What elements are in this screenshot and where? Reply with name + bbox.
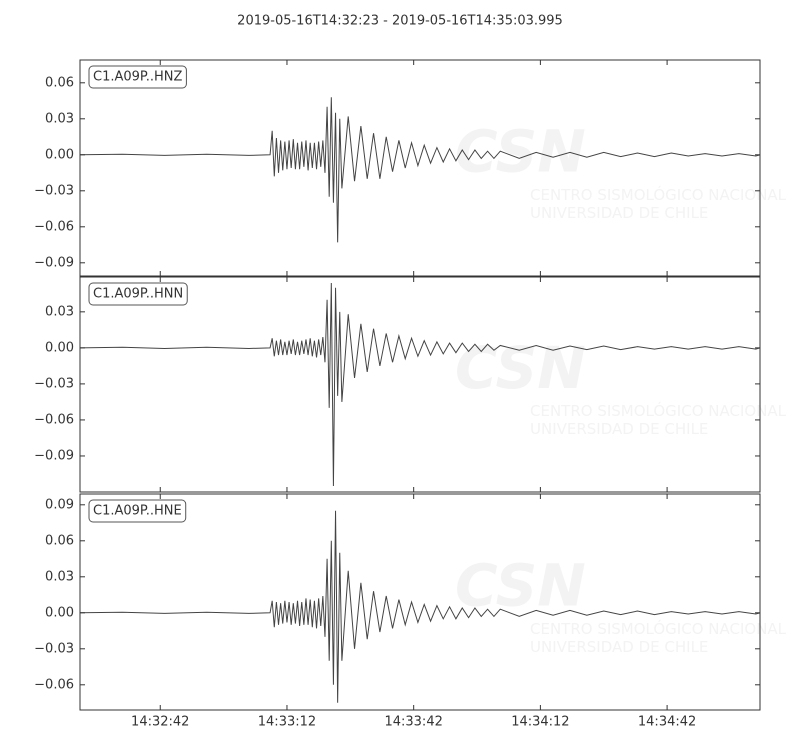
trace-line bbox=[80, 283, 760, 486]
y-tick-label: −0.03 bbox=[34, 641, 74, 656]
watermark-logo: CSN bbox=[455, 551, 586, 619]
trace-label: C1.A09P..HNE bbox=[93, 504, 182, 519]
x-tick-label: 14:33:12 bbox=[258, 715, 316, 730]
x-tick-label: 14:34:12 bbox=[511, 715, 569, 730]
y-tick-label: 0.00 bbox=[45, 147, 74, 162]
y-tick-label: −0.09 bbox=[34, 448, 74, 463]
y-tick-label: −0.03 bbox=[34, 183, 74, 198]
y-tick-label: 0.09 bbox=[45, 497, 74, 512]
y-tick-label: −0.09 bbox=[34, 255, 74, 270]
x-tick-label: 14:34:42 bbox=[638, 715, 696, 730]
y-tick-label: 0.03 bbox=[45, 111, 74, 126]
y-tick-label: 0.06 bbox=[45, 75, 74, 90]
trace-label-box bbox=[88, 499, 187, 523]
trace-line bbox=[80, 510, 760, 703]
watermark-logo: CSN bbox=[455, 334, 586, 402]
watermark-text: UNIVERSIDAD DE CHILE bbox=[530, 638, 708, 656]
x-tick-label: 14:32:42 bbox=[131, 715, 189, 730]
y-tick-label: −0.06 bbox=[34, 412, 74, 427]
watermark-text: CENTRO SISMOLÓGICO NACIONAL bbox=[530, 619, 787, 638]
y-tick-label: 0.03 bbox=[45, 569, 74, 584]
trace-label-box bbox=[88, 65, 187, 89]
watermark-text: CENTRO SISMOLÓGICO NACIONAL bbox=[530, 401, 787, 420]
trace-label: C1.A09P..HNZ bbox=[93, 70, 182, 85]
watermark-text: UNIVERSIDAD DE CHILE bbox=[530, 204, 708, 222]
trace-label-box bbox=[88, 282, 188, 306]
y-tick-label: −0.03 bbox=[34, 376, 74, 391]
trace-label: C1.A09P..HNN bbox=[93, 287, 183, 302]
y-tick-label: 0.00 bbox=[45, 340, 74, 355]
axes-frame bbox=[79, 59, 761, 277]
x-tick-label: 14:33:42 bbox=[384, 715, 442, 730]
y-tick-label: −0.06 bbox=[34, 219, 74, 234]
y-tick-label: 0.00 bbox=[45, 605, 74, 620]
axes-frame bbox=[79, 276, 761, 493]
y-tick-label: 0.03 bbox=[45, 304, 74, 319]
trace-line bbox=[80, 97, 760, 243]
watermark-logo: CSN bbox=[455, 117, 586, 185]
y-tick-label: 0.06 bbox=[45, 533, 74, 548]
y-tick-label: −0.06 bbox=[34, 677, 74, 692]
chart-title: 2019-05-16T14:32:23 - 2019-05-16T14:35:0… bbox=[237, 14, 563, 29]
axes-frame bbox=[79, 493, 761, 711]
watermark-text: CENTRO SISMOLÓGICO NACIONAL bbox=[530, 185, 787, 204]
watermark-text: UNIVERSIDAD DE CHILE bbox=[530, 420, 708, 438]
